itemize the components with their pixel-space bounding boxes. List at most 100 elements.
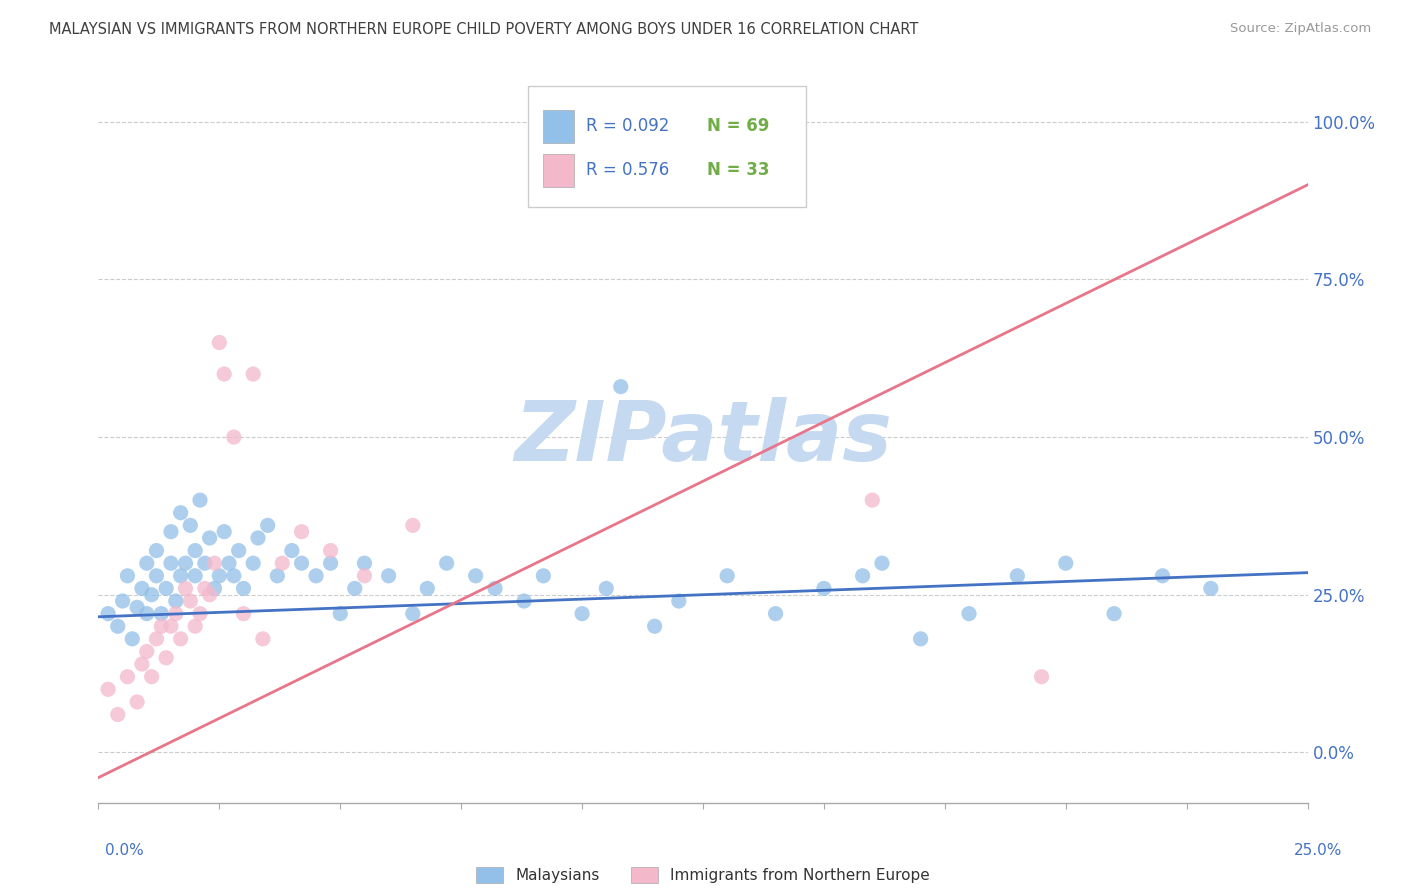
Point [204,556,226,570]
Point [160,524,183,539]
Text: N = 69: N = 69 [707,117,769,136]
Point [145,632,167,646]
Point [188,493,211,508]
Point [208,335,231,350]
Point [198,588,221,602]
Legend: Malaysians, Immigrants from Northern Europe: Malaysians, Immigrants from Northern Eur… [477,867,929,883]
Point [184,619,207,633]
Point [1152,569,1174,583]
Point [117,569,139,583]
Text: R = 0.092: R = 0.092 [586,117,669,136]
Point [184,543,207,558]
Point [266,569,288,583]
Point [222,569,245,583]
Point [1199,582,1222,596]
Point [135,607,157,621]
Point [232,582,254,596]
Point [131,582,153,596]
Point [1031,670,1053,684]
Point [111,594,134,608]
Text: 25.0%: 25.0% [1295,843,1343,858]
Point [247,531,270,545]
Point [222,430,245,444]
Point [290,524,312,539]
Point [595,582,617,596]
Point [169,506,191,520]
Point [610,379,633,393]
Point [174,582,197,596]
Point [436,556,458,570]
Point [319,556,342,570]
Point [169,632,191,646]
Text: Source: ZipAtlas.com: Source: ZipAtlas.com [1230,22,1371,36]
Point [1102,607,1125,621]
Point [464,569,486,583]
Point [212,524,235,539]
Point [305,569,328,583]
Point [870,556,893,570]
Point [232,607,254,621]
Point [319,543,342,558]
Point [571,607,593,621]
Point [97,607,120,621]
Text: N = 33: N = 33 [707,161,769,179]
Point [256,518,278,533]
Point [218,556,240,570]
Point [179,594,201,608]
Point [281,543,304,558]
Point [174,556,197,570]
Point [160,619,183,633]
Point [194,556,217,570]
Point [813,582,835,596]
Point [121,632,143,646]
Point [353,569,375,583]
Point [107,619,129,633]
Point [228,543,250,558]
Point [127,600,149,615]
Point [765,607,787,621]
Point [208,569,231,583]
Point [353,556,375,570]
Point [377,569,399,583]
Point [252,632,274,646]
Point [204,582,226,596]
Point [145,543,167,558]
Point [198,531,221,545]
Text: 0.0%: 0.0% [105,843,145,858]
Point [141,588,163,602]
Point [160,556,183,570]
Point [165,594,187,608]
Point [97,682,120,697]
Point [141,670,163,684]
FancyBboxPatch shape [543,154,574,187]
Point [188,607,211,621]
FancyBboxPatch shape [527,86,806,207]
Point [242,556,264,570]
FancyBboxPatch shape [543,110,574,143]
Point [194,582,217,596]
Point [329,607,352,621]
Point [668,594,690,608]
Point [343,582,366,596]
Point [155,582,177,596]
Point [860,493,883,508]
Point [513,594,536,608]
Point [910,632,932,646]
Point [1007,569,1029,583]
Text: ZIPatlas: ZIPatlas [515,397,891,477]
Point [145,569,167,583]
Point [957,607,980,621]
Point [127,695,149,709]
Point [155,650,177,665]
Point [150,619,173,633]
Point [290,556,312,570]
Point [179,518,201,533]
Text: MALAYSIAN VS IMMIGRANTS FROM NORTHERN EUROPE CHILD POVERTY AMONG BOYS UNDER 16 C: MALAYSIAN VS IMMIGRANTS FROM NORTHERN EU… [49,22,918,37]
Point [1054,556,1077,570]
Point [531,569,554,583]
Text: R = 0.576: R = 0.576 [586,161,669,179]
Point [135,644,157,658]
Point [644,619,666,633]
Point [150,607,173,621]
Point [271,556,294,570]
